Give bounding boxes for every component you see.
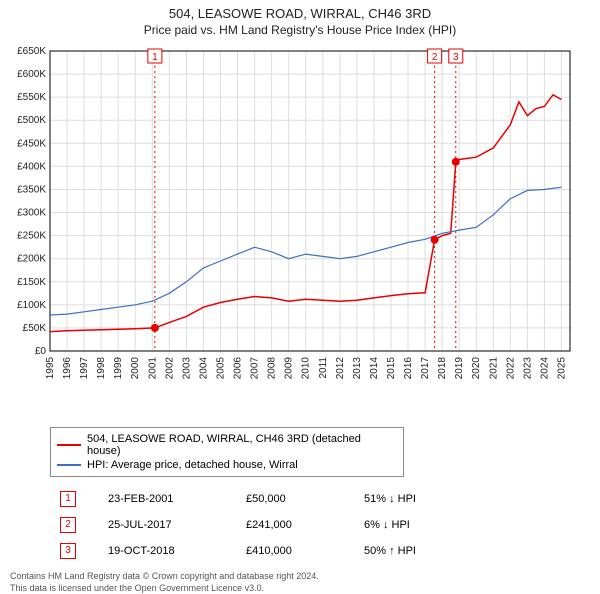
footer-line-1: Contains HM Land Registry data © Crown c… — [10, 571, 319, 581]
svg-text:2021: 2021 — [488, 356, 499, 379]
svg-text:2023: 2023 — [522, 356, 533, 379]
legend-label: HPI: Average price, detached house, Wirr… — [87, 459, 298, 471]
svg-text:2025: 2025 — [556, 356, 567, 379]
event-row: 1 23-FEB-2001£50,00051% ↓ HPI — [52, 487, 482, 511]
svg-text:1999: 1999 — [113, 356, 124, 379]
svg-text:2020: 2020 — [471, 356, 482, 379]
svg-text:£650K: £650K — [17, 46, 46, 57]
svg-text:2005: 2005 — [215, 356, 226, 379]
svg-text:2011: 2011 — [318, 356, 329, 378]
svg-text:2018: 2018 — [437, 356, 448, 379]
svg-text:£550K: £550K — [17, 92, 46, 103]
svg-text:2010: 2010 — [301, 356, 312, 379]
event-row: 3 19-OCT-2018£410,00050% ↑ HPI — [52, 539, 482, 563]
svg-text:£300K: £300K — [17, 207, 46, 218]
svg-text:2: 2 — [432, 52, 438, 63]
event-delta: 51% ↓ HPI — [356, 487, 482, 511]
svg-text:2009: 2009 — [284, 356, 295, 379]
footer-line-2: This data is licensed under the Open Gov… — [10, 583, 264, 593]
legend-swatch — [57, 444, 81, 446]
svg-text:1996: 1996 — [62, 356, 73, 379]
event-price: £50,000 — [238, 487, 354, 511]
events-table: 1 23-FEB-2001£50,00051% ↓ HPI 2 25-JUL-2017… — [50, 485, 484, 565]
svg-text:1995: 1995 — [45, 356, 56, 379]
chart-area: £0 £50K £100K £150K £200K £250K £300K £350K £400… — [0, 41, 600, 421]
svg-text:2012: 2012 — [335, 356, 346, 379]
svg-text:1998: 1998 — [96, 356, 107, 379]
legend-swatch — [57, 464, 81, 466]
svg-text:2016: 2016 — [403, 356, 414, 379]
svg-text:2017: 2017 — [420, 356, 431, 379]
footer-text: Contains HM Land Registry data © Crown c… — [10, 571, 590, 594]
svg-text:2014: 2014 — [369, 356, 380, 379]
event-delta: 50% ↑ HPI — [356, 539, 482, 563]
chart-svg: £0 £50K £100K £150K £200K £250K £300K £350K £400… — [0, 41, 580, 401]
event-marker: 3 — [60, 543, 76, 559]
chart-container: 504, LEASOWE ROAD, WIRRAL, CH46 3RD Pric… — [0, 0, 600, 590]
legend-label: 504, LEASOWE ROAD, WIRRAL, CH46 3RD (det… — [87, 433, 397, 457]
svg-text:2024: 2024 — [539, 356, 550, 379]
svg-text:£350K: £350K — [17, 184, 46, 195]
event-num-cell: 3 — [52, 539, 98, 563]
svg-text:£150K: £150K — [17, 277, 46, 288]
svg-text:2019: 2019 — [454, 356, 465, 379]
svg-text:2013: 2013 — [352, 356, 363, 379]
svg-text:2006: 2006 — [233, 356, 244, 379]
event-date: 23-FEB-2001 — [100, 487, 236, 511]
svg-text:2003: 2003 — [181, 356, 192, 379]
svg-text:£100K: £100K — [17, 300, 46, 311]
svg-text:3: 3 — [453, 52, 459, 63]
svg-text:1997: 1997 — [79, 356, 90, 379]
event-price: £241,000 — [238, 513, 354, 537]
legend-box: 504, LEASOWE ROAD, WIRRAL, CH46 3RD (det… — [50, 427, 404, 477]
svg-text:£600K: £600K — [17, 69, 46, 80]
svg-text:£50K: £50K — [23, 323, 47, 334]
svg-text:2022: 2022 — [505, 356, 516, 379]
svg-text:£0: £0 — [35, 346, 47, 357]
event-date: 25-JUL-2017 — [100, 513, 236, 537]
event-delta: 6% ↓ HPI — [356, 513, 482, 537]
event-num-cell: 2 — [52, 513, 98, 537]
chart-title: 504, LEASOWE ROAD, WIRRAL, CH46 3RD — [0, 0, 600, 23]
svg-text:2001: 2001 — [147, 356, 158, 379]
event-date: 19-OCT-2018 — [100, 539, 236, 563]
svg-text:2007: 2007 — [250, 356, 261, 379]
svg-text:£500K: £500K — [17, 115, 46, 126]
svg-text:2000: 2000 — [130, 356, 141, 379]
svg-text:2008: 2008 — [267, 356, 278, 379]
svg-text:£200K: £200K — [17, 254, 46, 265]
chart-subtitle: Price paid vs. HM Land Registry's House … — [0, 23, 600, 41]
event-marker: 1 — [60, 491, 76, 507]
svg-text:£400K: £400K — [17, 161, 46, 172]
svg-text:1: 1 — [152, 52, 158, 63]
event-marker: 2 — [60, 517, 76, 533]
legend-row: HPI: Average price, detached house, Wirr… — [57, 458, 397, 472]
svg-text:£250K: £250K — [17, 231, 46, 242]
svg-text:2004: 2004 — [198, 356, 209, 379]
legend-row: 504, LEASOWE ROAD, WIRRAL, CH46 3RD (det… — [57, 432, 397, 458]
event-price: £410,000 — [238, 539, 354, 563]
svg-text:2015: 2015 — [386, 356, 397, 379]
event-num-cell: 1 — [52, 487, 98, 511]
event-row: 2 25-JUL-2017£241,0006% ↓ HPI — [52, 513, 482, 537]
svg-text:£450K: £450K — [17, 138, 46, 149]
svg-text:2002: 2002 — [164, 356, 175, 379]
